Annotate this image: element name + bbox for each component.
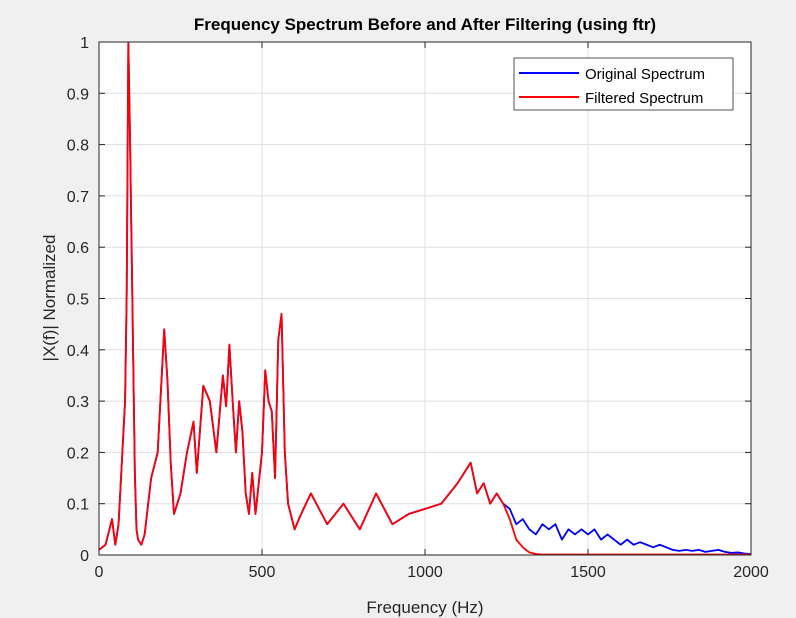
y-tick-label: 0.9 <box>67 86 89 103</box>
axis-ticks: 0 500 1000 1500 2000 0 0.1 0.2 0.3 0.4 0.5 0.6 0.7 0.… <box>67 35 769 581</box>
series-line-filtered <box>99 42 751 555</box>
x-tick-label: 0 <box>95 564 104 581</box>
y-tick-label: 0.6 <box>67 240 89 257</box>
legend-label-original: Original Spectrum <box>585 66 705 83</box>
y-tick-label: 0 <box>80 548 89 565</box>
y-tick-label: 0.1 <box>67 497 89 514</box>
y-axis-label: |X(f)| Normalized <box>40 235 59 362</box>
y-tick-label: 0.2 <box>67 445 89 462</box>
y-tick-label: 1 <box>80 35 89 52</box>
y-tick-label: 0.5 <box>67 292 89 309</box>
legend[interactable]: Original Spectrum Filtered Spectrum <box>513 57 734 111</box>
x-tick-label: 1500 <box>570 564 606 581</box>
series-layer <box>99 42 751 555</box>
y-tick-label: 0.8 <box>67 138 89 155</box>
x-axis-label: Frequency (Hz) <box>366 598 483 617</box>
chart-title: Frequency Spectrum Before and After Filt… <box>194 15 656 34</box>
y-tick-label: 0.7 <box>67 189 89 206</box>
x-tick-label: 500 <box>249 564 276 581</box>
legend-label-filtered: Filtered Spectrum <box>585 90 703 107</box>
y-tick-label: 0.4 <box>67 343 89 360</box>
legend-box <box>513 57 734 111</box>
x-tick-label: 1000 <box>407 564 443 581</box>
x-tick-label: 2000 <box>733 564 769 581</box>
y-tick-label: 0.3 <box>67 394 89 411</box>
